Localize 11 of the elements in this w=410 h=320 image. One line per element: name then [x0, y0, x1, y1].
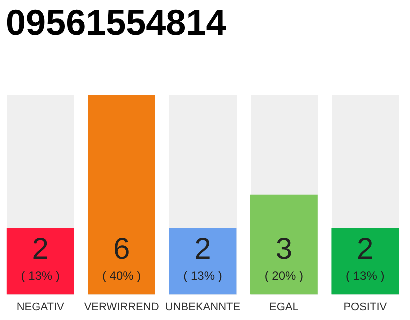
x-tick-label: NEGATIV — [16, 301, 65, 314]
x-tick-label: POSITIV — [344, 301, 388, 314]
chart-title: 09561554814 — [6, 2, 226, 44]
x-tick-label: UNBEKANNTE — [165, 301, 241, 314]
data-label: 2 ( 13% ) — [184, 233, 222, 284]
data-label: 3 ( 20% ) — [264, 233, 304, 284]
x-tick-label: VERWIRREND — [84, 301, 160, 314]
data-label: 2 ( 13% ) — [21, 233, 60, 284]
x-tick-label: EGAL — [270, 301, 299, 314]
data-label: 2 ( 13% ) — [346, 233, 385, 284]
data-label: 6 ( 40% ) — [102, 233, 142, 284]
